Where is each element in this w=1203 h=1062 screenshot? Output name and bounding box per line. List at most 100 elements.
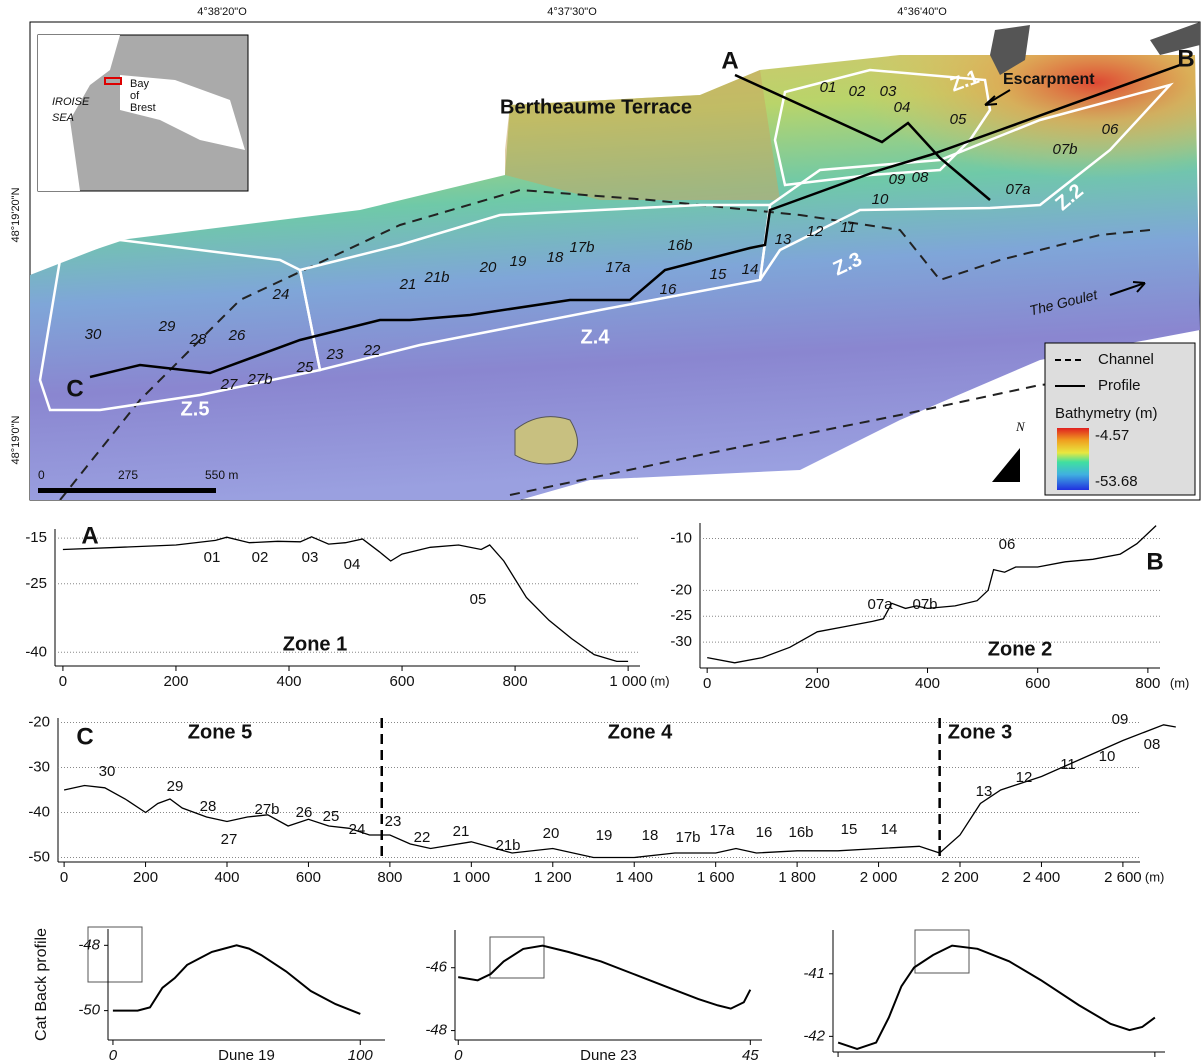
profile-curve [113,945,360,1014]
coordinate-label: 48°19'20"N [10,187,22,242]
dune-label: 07b [912,596,937,613]
scale-label: 275 [118,468,138,482]
north-label: N [1015,419,1026,434]
x-tick-label: 400 [915,675,940,692]
dune-label: 21b [423,269,449,286]
dune-label: 26 [296,804,313,821]
dune-label: 19 [510,253,527,270]
x-tick-label: 600 [390,673,415,690]
y-tick-label: -50 [28,848,50,865]
coordinate-label: 48°19'0"N [10,415,22,464]
x-tick-label: 1 800 [778,869,816,886]
y-tick-label: -15 [25,529,47,546]
x-tick-label: 800 [503,673,528,690]
x-tick-label: 0 [60,869,68,886]
zone-label: Zone 2 [988,638,1052,660]
x-tick-label: 2 200 [941,869,979,886]
x-tick-label: 45 [742,1047,759,1062]
dune-label: 01 [820,79,837,96]
dune-label: 17b [569,239,594,256]
dune-label: 20 [479,259,497,276]
chart-title: Dune 23 [580,1047,637,1062]
dune-label: 28 [189,331,207,348]
place-label: Escarpment [1003,71,1095,88]
x-tick-label: 1 000 [453,869,491,886]
dune-label: 17a [709,822,735,839]
dune-label: 15 [710,266,727,283]
zone-label: Zone 1 [283,633,347,655]
dune-label: 24 [272,286,290,303]
x-tick-label: 0 [703,675,711,692]
dune-label: 28 [200,798,217,815]
profile-label: C [66,375,83,402]
dune-label: 29 [167,778,184,795]
panel [10,510,650,685]
dune-label: 25 [323,808,340,825]
y-tick-label: -41 [803,965,825,982]
color-bar [1057,428,1089,490]
dune-label: 20 [543,825,560,842]
dune-label: 27b [246,371,272,388]
x-axis-label: (m) [650,673,670,688]
dune-label: 27 [221,831,238,848]
scale-label: 550 m [205,468,238,482]
dune-label: 14 [742,261,759,278]
dune-label: 25 [296,359,314,376]
zone-label: Z.5 [181,398,210,420]
y-tick-label: -40 [25,643,47,660]
x-tick-label: 1 600 [697,869,735,886]
x-tick-label: 2 400 [1023,869,1061,886]
y-tick-label: -30 [670,633,692,650]
scale-bar [38,488,216,493]
dune-label: 02 [252,549,269,566]
x-axis-label: (m) [1145,869,1165,884]
legend-label: Profile [1098,377,1141,394]
dune-label: 27 [220,376,238,393]
dune-label: 30 [85,326,102,343]
dune-label: 12 [807,223,824,240]
dune-label: 16 [756,824,773,841]
figure-canvas: IROISE SEA Bay of Brest 4°38'20"O 4°37'3… [0,0,1203,1062]
coordinate-label: 4°37'30"O [547,6,597,18]
dune-label: 08 [912,169,929,186]
dune-label: 13 [775,231,792,248]
scale-label: 0 [38,468,45,482]
profile-label: A [81,522,98,549]
legend-value: -4.57 [1095,427,1129,444]
x-tick-label: 600 [1025,675,1050,692]
legend-label: Channel [1098,351,1154,368]
x-tick-label: 1 000 [609,673,647,690]
dune-label: 14 [881,821,898,838]
dune-label: 04 [344,556,361,573]
dune-label: 17a [605,259,630,276]
dune-label: 05 [950,111,967,128]
dune-label: 16b [788,824,813,841]
profile-label: A [721,47,738,74]
dune-label: 08 [1144,736,1161,753]
dune-label: 23 [326,346,344,363]
dune-label: 01 [204,549,221,566]
dune-label: 23 [385,813,402,830]
y-tick-label: -40 [28,803,50,820]
y-tick-label: -42 [803,1027,825,1044]
detail-box [88,927,142,982]
x-tick-label: 200 [133,869,158,886]
detail-box [490,937,544,978]
dune-label: 02 [849,83,866,100]
chart-title: Dune 19 [218,1047,275,1062]
x-tick-label: 200 [163,673,188,690]
x-axis-label: (m) [1170,675,1190,690]
x-tick-label: 100 [348,1047,374,1062]
inset-label: of [130,90,140,102]
dune-label: 04 [894,99,911,116]
y-tick-label: -25 [25,575,47,592]
profile-label: B [1146,548,1163,575]
y-axis-label: Cat Back profile [33,928,50,1041]
profile-label: B [1177,45,1194,72]
x-tick-label: 0 [59,673,67,690]
dune-label: 11 [840,219,856,236]
coordinate-label: 4°38'20"O [197,6,247,18]
x-tick-label: 800 [377,869,402,886]
place-label: Bertheaume Terrace [500,96,692,118]
dune-label: 03 [880,83,897,100]
